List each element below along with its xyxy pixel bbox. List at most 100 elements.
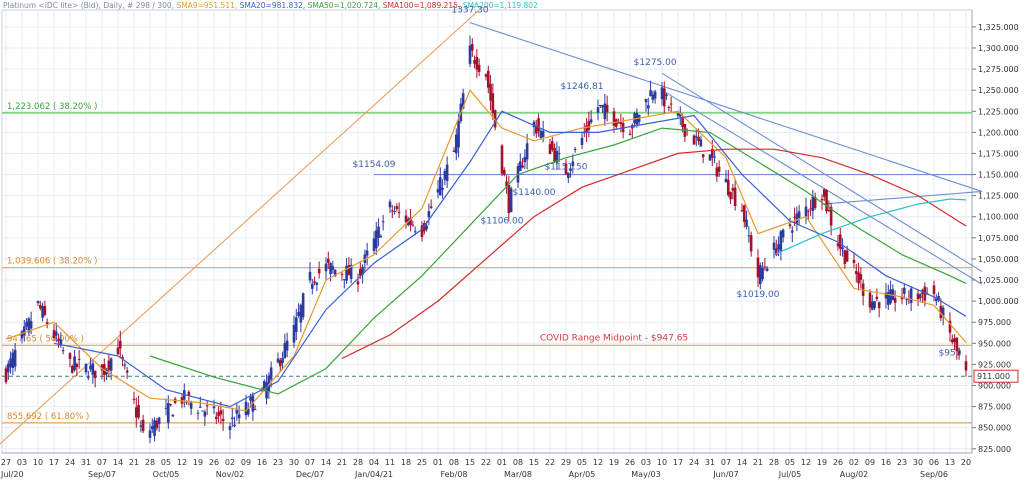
candle-body <box>902 287 906 294</box>
candle-body <box>854 270 858 275</box>
x-tick-label: 31 <box>81 458 91 467</box>
candle-body <box>813 196 817 208</box>
x-month-label: Oct/05 <box>153 470 180 479</box>
candle-body <box>379 236 383 238</box>
x-month-label: Sep/06 <box>920 470 948 479</box>
instrument-label: Platinum <IDC lite> (Bid), Daily, # 298 … <box>3 1 175 10</box>
candle-body <box>923 286 927 301</box>
candle-body <box>811 196 815 211</box>
candle-body <box>267 375 271 392</box>
candle-body <box>758 265 762 285</box>
candle-body <box>614 119 618 127</box>
x-tick-label: 12 <box>593 458 603 467</box>
candle-body <box>957 350 961 356</box>
x-month-label: May/03 <box>631 470 660 479</box>
candle-body <box>187 391 191 397</box>
x-month-label: Feb/08 <box>440 470 467 479</box>
candle-body <box>86 377 90 379</box>
candle-body <box>230 417 234 420</box>
x-tick-label: 05 <box>577 458 587 467</box>
trendline-channel-top <box>821 190 983 205</box>
x-tick-label: 24 <box>65 458 75 467</box>
candle-body <box>278 360 282 367</box>
candle-body <box>550 141 554 150</box>
trendline-downtrend-3 <box>661 89 983 285</box>
candle-body <box>603 103 607 120</box>
candle-body <box>438 177 442 196</box>
candle-body <box>598 104 602 106</box>
candle-body <box>868 292 872 308</box>
candle-body <box>852 259 856 264</box>
y-tick-label: 1,050.000 <box>978 255 1019 264</box>
candle-body <box>891 289 895 301</box>
candle-body <box>237 414 241 419</box>
candle-body <box>381 221 385 223</box>
y-tick-label: 975.000 <box>978 318 1011 327</box>
candle-body <box>75 363 79 368</box>
candle-body <box>441 187 444 190</box>
candle-body <box>276 358 280 363</box>
candle-body <box>701 154 705 158</box>
candle-body <box>374 230 378 249</box>
candle-body <box>694 136 698 138</box>
candle-body <box>73 356 76 371</box>
y-tick-label: 850.000 <box>978 424 1011 433</box>
y-tick-label: 1,325.000 <box>978 23 1019 32</box>
candle-body <box>345 265 348 281</box>
candle-body <box>340 273 344 275</box>
candle-body <box>884 292 888 299</box>
candle-body <box>454 134 458 154</box>
candle-body <box>11 352 15 368</box>
candle-body <box>717 166 721 172</box>
candle-body <box>169 404 172 406</box>
candle-body <box>934 298 938 302</box>
candle-body <box>777 244 780 250</box>
candle-body <box>397 211 401 213</box>
candle-body <box>651 94 655 100</box>
price-annotation: $950 <box>939 348 962 358</box>
x-tick-label: 19 <box>817 458 827 467</box>
candle-body <box>363 254 367 263</box>
trendline-uptrend <box>0 9 480 445</box>
candle-body <box>857 272 860 284</box>
candle-body <box>253 409 257 411</box>
y-axis: 825.000 850.000 875.000 900.000 925.000 950.0… <box>971 10 1019 454</box>
candle-body <box>676 113 680 116</box>
sma200-label: SMA200=1,119.802 <box>462 1 538 10</box>
candle-body <box>939 305 943 319</box>
candle-body <box>793 216 796 218</box>
candle-body <box>134 407 138 418</box>
candle-body <box>281 357 284 363</box>
x-tick-label: 23 <box>897 458 907 467</box>
x-tick-label: 24 <box>689 458 699 467</box>
x-tick-label: 14 <box>113 458 123 467</box>
candle-body <box>9 358 12 368</box>
candle-body <box>198 406 202 408</box>
y-tick-label: 1,300.000 <box>978 44 1019 53</box>
candle-body <box>889 289 892 304</box>
candle-body <box>4 368 8 383</box>
candle-body <box>772 242 776 250</box>
candle-body <box>477 64 481 72</box>
candle-body <box>221 418 225 422</box>
candle-body <box>875 296 879 299</box>
candle-body <box>356 281 360 285</box>
candle-body <box>393 210 396 212</box>
price-annotation: $1246.81 <box>561 82 604 92</box>
candle-body <box>932 285 936 294</box>
candle-body <box>491 93 495 114</box>
level-label: 855.692 ( 61.80% ) <box>7 412 89 422</box>
x-tick-label: 13 <box>945 458 955 467</box>
candle-body <box>283 342 287 359</box>
candle-body <box>774 248 778 255</box>
candle-body <box>486 70 490 88</box>
y-tick-label: 1,250.000 <box>978 86 1019 95</box>
x-tick-label: 12 <box>177 458 187 467</box>
candle-body <box>29 321 33 329</box>
y-tick-label: 1,225.000 <box>978 107 1019 116</box>
candle-body <box>100 364 104 371</box>
candle-body <box>41 306 44 318</box>
candle-body <box>493 110 497 128</box>
candle-body <box>573 148 577 151</box>
candle-body <box>315 282 319 285</box>
